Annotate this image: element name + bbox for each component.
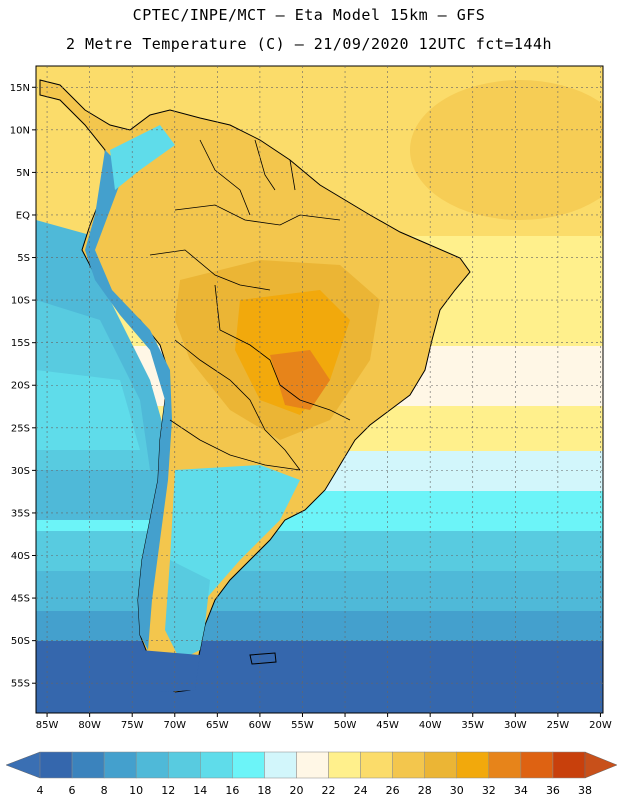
lat-label: 55S	[11, 679, 30, 690]
lon-label: 85W	[36, 720, 59, 731]
lon-label: 80W	[78, 720, 101, 731]
colorbar-label: 38	[578, 784, 592, 797]
colorbar-swatch	[103, 751, 137, 779]
colorbar-swatch	[200, 751, 233, 779]
colorbar-label: 26	[386, 784, 400, 797]
colorbar-swatch	[232, 751, 265, 779]
colorbar-label: 18	[257, 784, 271, 797]
colorbar-label: 28	[418, 784, 432, 797]
colorbar-swatch	[424, 751, 458, 779]
colorbar-label: 14	[193, 784, 207, 797]
lon-label: 65W	[206, 720, 229, 731]
colorbar-label: 6	[69, 784, 76, 797]
lon-label: 75W	[121, 720, 144, 731]
temperature-field	[36, 66, 603, 713]
colorbar-label: 10	[129, 784, 143, 797]
colorbar-label: 32	[482, 784, 496, 797]
colorbar-swatch	[135, 751, 169, 779]
lat-label: 15N	[10, 83, 30, 94]
colorbar-swatch	[167, 751, 201, 779]
lon-label: 40W	[419, 720, 442, 731]
colorbar-label: 22	[322, 784, 336, 797]
lat-label: 5S	[17, 253, 30, 264]
latitude-labels: 15N 10N 5N EQ 5S 10S 15S 20S 25S 30S 35S 40S 45S 50S 5…	[10, 83, 30, 690]
colorbar-label: 20	[289, 784, 303, 797]
lat-label: 10N	[10, 125, 30, 136]
lat-label: 20S	[11, 381, 30, 392]
title-line-2: 2 Metre Temperature (C) – 21/09/2020 12U…	[65, 35, 553, 53]
colorbar-swatch	[392, 751, 425, 779]
lat-label: 45S	[11, 594, 30, 605]
colorbar-low-arrow	[5, 751, 41, 779]
colorbar-swatch	[296, 751, 329, 779]
colorbar-swatch	[39, 751, 73, 779]
lon-label: 70W	[163, 720, 186, 731]
lat-label: EQ	[16, 210, 30, 221]
lon-label: 55W	[291, 720, 314, 731]
colorbar-swatch	[488, 751, 522, 779]
lon-label: 25W	[547, 720, 570, 731]
colorbar-high-arrow	[584, 751, 618, 779]
colorbar-label: 36	[546, 784, 560, 797]
lat-label: 35S	[11, 508, 30, 519]
lon-label: 35W	[461, 720, 484, 731]
lat-label: 50S	[11, 636, 30, 647]
colorbar-label: 16	[225, 784, 239, 797]
country-borders	[149, 139, 351, 471]
colorbar-swatch	[520, 751, 554, 779]
lat-label: 40S	[11, 551, 30, 562]
colorbar-swatch	[328, 751, 361, 779]
colorbar-swatch	[360, 751, 393, 779]
lat-label: 30S	[11, 466, 30, 477]
colorbar-swatch	[456, 751, 490, 779]
colorbar-swatch	[264, 751, 297, 779]
map-frame	[35, 65, 604, 714]
lon-label: 30W	[504, 720, 527, 731]
colorbar-swatch	[552, 751, 586, 779]
lon-label: 20W	[589, 720, 612, 731]
graticule	[32, 66, 603, 717]
lon-label: 50W	[334, 720, 357, 731]
colorbar-label: 34	[514, 784, 528, 797]
colorbar-label: 30	[450, 784, 464, 797]
longitude-labels: 85W 80W 75W 70W 65W 60W 55W 50W 45W 40W 35W 30W 25W 2…	[36, 720, 612, 731]
lon-label: 45W	[376, 720, 399, 731]
colorbar-label: 24	[354, 784, 368, 797]
lat-label: 5N	[16, 168, 30, 179]
lon-label: 60W	[249, 720, 272, 731]
colorbar-label: 4	[37, 784, 44, 797]
lat-label: 25S	[11, 423, 30, 434]
title-line-1: CPTEC/INPE/MCT – Eta Model 15km – GFS	[132, 6, 486, 24]
colorbar-label: 12	[161, 784, 175, 797]
colorbar-label: 8	[101, 784, 108, 797]
lat-label: 10S	[11, 296, 30, 307]
lat-label: 15S	[11, 338, 30, 349]
colorbar: 4 6 8 10 12 14 16 18 20 22 24 26 28 30 32 34 36 38	[5, 751, 618, 797]
colorbar-swatch	[71, 751, 105, 779]
